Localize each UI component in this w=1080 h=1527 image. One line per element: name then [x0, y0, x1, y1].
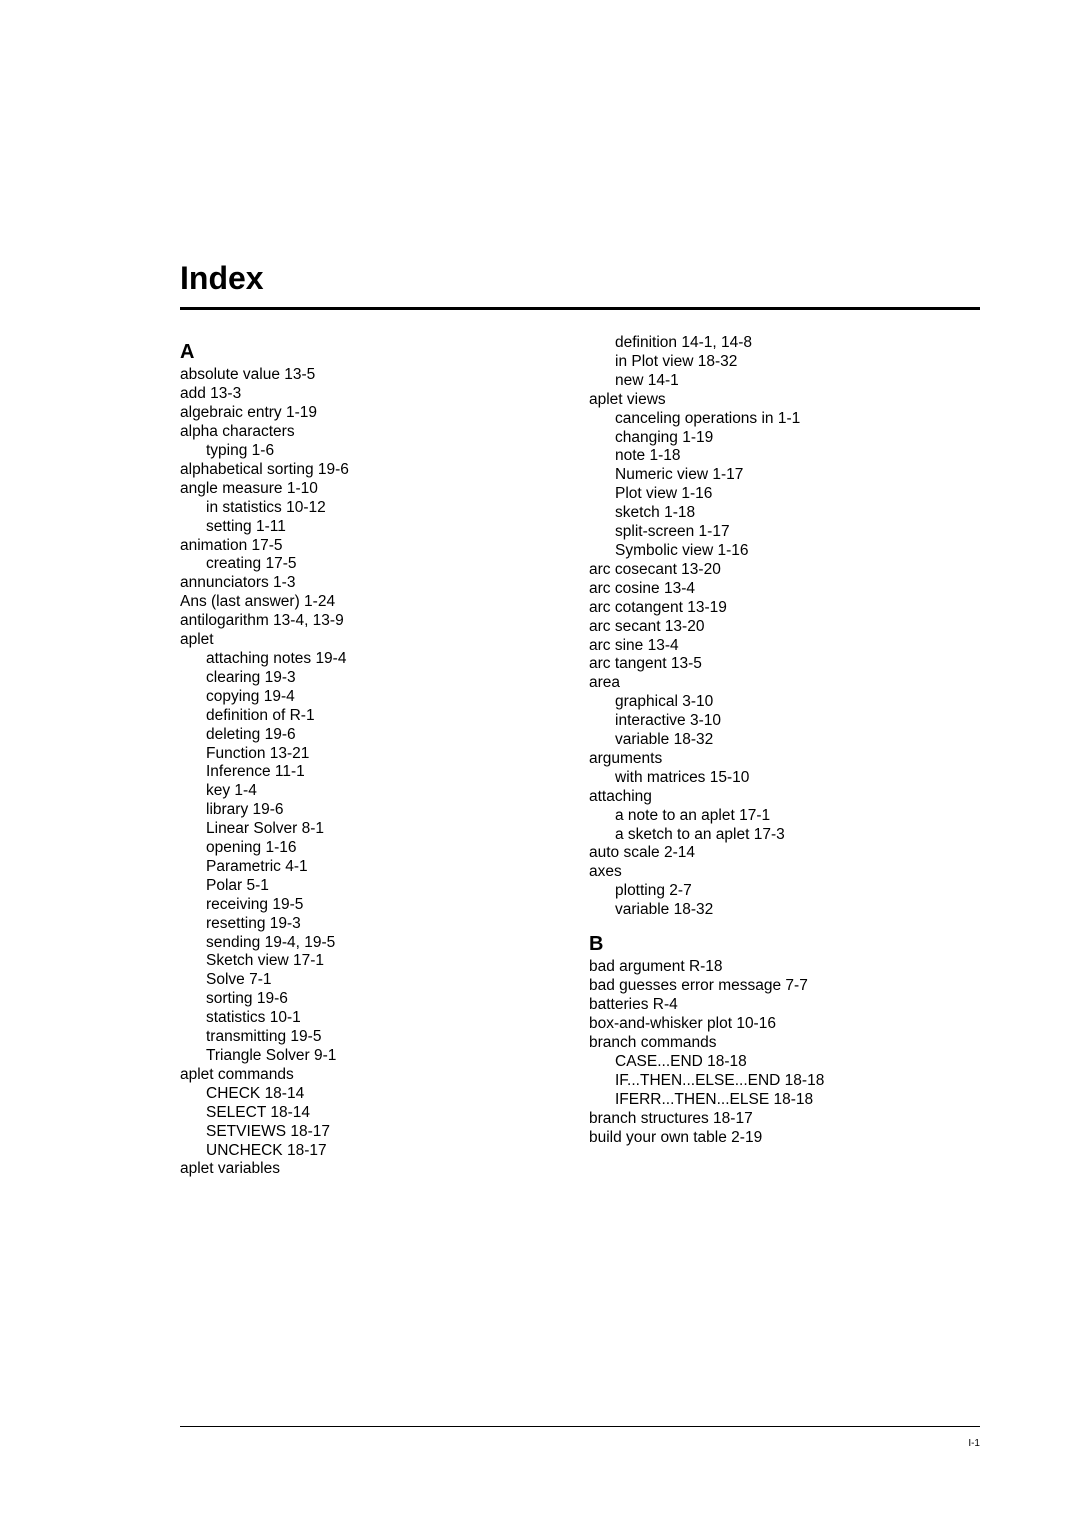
index-entry: arguments — [589, 750, 980, 769]
index-entry: creating 17-5 — [180, 555, 571, 574]
index-entry: Ans (last answer) 1-24 — [180, 593, 571, 612]
index-columns: A absolute value 13-5add 13-3algebraic e… — [180, 334, 980, 1179]
index-entry: UNCHECK 18-17 — [180, 1142, 571, 1161]
index-entry: sending 19-4, 19-5 — [180, 934, 571, 953]
index-entry: arc tangent 13-5 — [589, 655, 980, 674]
index-entry: Triangle Solver 9-1 — [180, 1047, 571, 1066]
footer-rule — [180, 1426, 980, 1427]
right-column: definition 14-1, 14-8in Plot view 18-32n… — [589, 334, 980, 1179]
index-entry: sorting 19-6 — [180, 990, 571, 1009]
index-entry: animation 17-5 — [180, 537, 571, 556]
index-entry: new 14-1 — [589, 372, 980, 391]
index-entry: build your own table 2-19 — [589, 1129, 980, 1148]
index-entry: arc sine 13-4 — [589, 637, 980, 656]
index-entry: variable 18-32 — [589, 901, 980, 920]
index-entry: bad guesses error message 7-7 — [589, 977, 980, 996]
index-entry: note 1-18 — [589, 447, 980, 466]
index-entry: area — [589, 674, 980, 693]
index-entry: IF...THEN...ELSE...END 18-18 — [589, 1072, 980, 1091]
index-entry: Linear Solver 8-1 — [180, 820, 571, 839]
index-entry: receiving 19-5 — [180, 896, 571, 915]
index-entry: algebraic entry 1-19 — [180, 404, 571, 423]
index-entry: CASE...END 18-18 — [589, 1053, 980, 1072]
index-entry: bad argument R-18 — [589, 958, 980, 977]
index-entry: interactive 3-10 — [589, 712, 980, 731]
index-entry: Polar 5-1 — [180, 877, 571, 896]
index-entry: branch structures 18-17 — [589, 1110, 980, 1129]
index-entry: SELECT 18-14 — [180, 1104, 571, 1123]
index-entry: clearing 19-3 — [180, 669, 571, 688]
heading-a: A — [180, 340, 571, 364]
index-entry: arc cosine 13-4 — [589, 580, 980, 599]
index-entry: arc secant 13-20 — [589, 618, 980, 637]
index-entry: split-screen 1-17 — [589, 523, 980, 542]
index-entry: Solve 7-1 — [180, 971, 571, 990]
index-entry: branch commands — [589, 1034, 980, 1053]
index-entry: Plot view 1-16 — [589, 485, 980, 504]
index-entry: annunciators 1-3 — [180, 574, 571, 593]
index-entry: changing 1-19 — [589, 429, 980, 448]
index-entry: variable 18-32 — [589, 731, 980, 750]
index-entry: Inference 11-1 — [180, 763, 571, 782]
index-entry: axes — [589, 863, 980, 882]
page-title: Index — [180, 260, 980, 297]
index-entry: graphical 3-10 — [589, 693, 980, 712]
page-number: I-1 — [968, 1438, 980, 1449]
index-entry: antilogarithm 13-4, 13-9 — [180, 612, 571, 631]
index-entry: a note to an aplet 17-1 — [589, 807, 980, 826]
index-entry: deleting 19-6 — [180, 726, 571, 745]
index-entry: typing 1-6 — [180, 442, 571, 461]
index-entry: angle measure 1-10 — [180, 480, 571, 499]
index-entry: canceling operations in 1-1 — [589, 410, 980, 429]
index-entry: library 19-6 — [180, 801, 571, 820]
index-entry: arc cosecant 13-20 — [589, 561, 980, 580]
index-entry: a sketch to an aplet 17-3 — [589, 826, 980, 845]
index-entry: Parametric 4-1 — [180, 858, 571, 877]
index-entry: Sketch view 17-1 — [180, 952, 571, 971]
index-entry: sketch 1-18 — [589, 504, 980, 523]
index-entry: setting 1-11 — [180, 518, 571, 537]
index-entry: CHECK 18-14 — [180, 1085, 571, 1104]
index-entry: aplet commands — [180, 1066, 571, 1085]
index-entry: key 1-4 — [180, 782, 571, 801]
index-entry: transmitting 19-5 — [180, 1028, 571, 1047]
index-entry: Function 13-21 — [180, 745, 571, 764]
index-entry: copying 19-4 — [180, 688, 571, 707]
index-entry: Numeric view 1-17 — [589, 466, 980, 485]
index-entry: statistics 10-1 — [180, 1009, 571, 1028]
index-entry: aplet variables — [180, 1160, 571, 1179]
index-entry: opening 1-16 — [180, 839, 571, 858]
index-entry: definition 14-1, 14-8 — [589, 334, 980, 353]
left-column: A absolute value 13-5add 13-3algebraic e… — [180, 334, 571, 1179]
index-entry: attaching notes 19-4 — [180, 650, 571, 669]
title-rule — [180, 307, 980, 310]
heading-b: B — [589, 932, 980, 956]
index-entry: IFERR...THEN...ELSE 18-18 — [589, 1091, 980, 1110]
index-entry: batteries R-4 — [589, 996, 980, 1015]
index-entry: in Plot view 18-32 — [589, 353, 980, 372]
index-entry: definition of R-1 — [180, 707, 571, 726]
index-entry: Symbolic view 1-16 — [589, 542, 980, 561]
index-entry: resetting 19-3 — [180, 915, 571, 934]
index-entry: box-and-whisker plot 10-16 — [589, 1015, 980, 1034]
index-entry: add 13-3 — [180, 385, 571, 404]
index-entry: attaching — [589, 788, 980, 807]
index-entry: with matrices 15-10 — [589, 769, 980, 788]
index-entry: SETVIEWS 18-17 — [180, 1123, 571, 1142]
index-entry: aplet views — [589, 391, 980, 410]
index-entry: arc cotangent 13-19 — [589, 599, 980, 618]
index-entry: alpha characters — [180, 423, 571, 442]
index-entry: in statistics 10-12 — [180, 499, 571, 518]
index-entry: auto scale 2-14 — [589, 844, 980, 863]
index-entry: aplet — [180, 631, 571, 650]
index-entry: absolute value 13-5 — [180, 366, 571, 385]
index-entry: plotting 2-7 — [589, 882, 980, 901]
index-entry: alphabetical sorting 19-6 — [180, 461, 571, 480]
